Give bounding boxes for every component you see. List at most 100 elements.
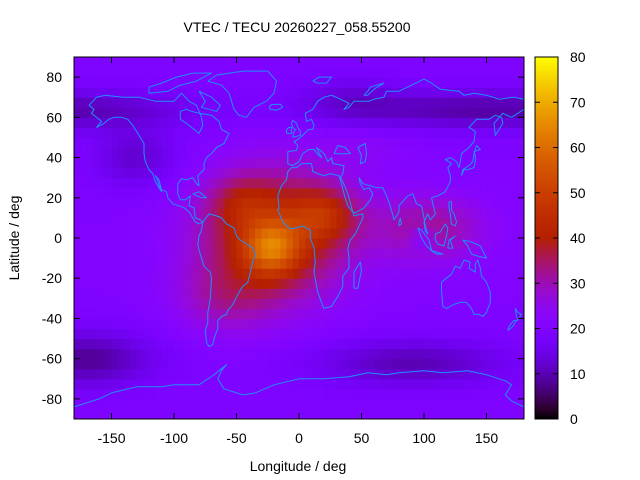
heatmap-cell xyxy=(399,87,406,98)
heatmap-cell xyxy=(117,147,125,159)
heatmap-cell xyxy=(174,388,181,400)
heatmap-cell xyxy=(492,217,500,229)
heatmap-cell xyxy=(480,137,488,149)
heatmap-cell xyxy=(224,358,231,370)
heatmap-cell xyxy=(311,408,319,419)
heatmap-cell xyxy=(342,338,350,350)
heatmap-cell xyxy=(474,197,481,209)
heatmap-cell xyxy=(442,167,450,179)
coastline-australia xyxy=(441,259,491,317)
heatmap-cell xyxy=(430,167,438,179)
heatmap-cell xyxy=(305,388,313,400)
heatmap-cell xyxy=(92,318,100,330)
heatmap-cell xyxy=(267,217,275,229)
heatmap-cell xyxy=(261,318,269,330)
heatmap-cell xyxy=(442,77,450,88)
heatmap-cell xyxy=(380,227,388,239)
heatmap-cell xyxy=(336,268,344,279)
heatmap-cell xyxy=(424,117,431,128)
heatmap-cell xyxy=(317,207,325,219)
heatmap-cell xyxy=(274,238,281,249)
heatmap-cell xyxy=(111,177,119,189)
heatmap-cell xyxy=(367,177,375,189)
heatmap-cell xyxy=(186,318,194,330)
heatmap-cell xyxy=(342,177,350,189)
heatmap-cell xyxy=(342,378,350,390)
heatmap-cell xyxy=(230,398,238,410)
heatmap-cell xyxy=(455,408,463,419)
heatmap-cell xyxy=(492,298,500,309)
heatmap-cell xyxy=(430,328,438,340)
heatmap-cell xyxy=(517,338,524,350)
heatmap-cell xyxy=(405,398,413,410)
heatmap-cell xyxy=(405,117,413,128)
heatmap-cell xyxy=(480,338,488,350)
heatmap-cell xyxy=(392,227,400,239)
heatmap-cell xyxy=(505,348,513,360)
heatmap-cell xyxy=(261,77,269,88)
heatmap-cell xyxy=(292,127,300,139)
heatmap-cell xyxy=(92,127,100,139)
heatmap-cell xyxy=(511,147,519,159)
heatmap-cell xyxy=(136,187,144,199)
heatmap-cell xyxy=(474,388,481,400)
heatmap-cell xyxy=(317,378,325,390)
heatmap-cell xyxy=(361,288,369,299)
heatmap-cell xyxy=(349,378,356,390)
heatmap-cell xyxy=(186,398,194,410)
heatmap-cell xyxy=(111,238,119,249)
heatmap-cell xyxy=(380,318,388,330)
heatmap-cell xyxy=(124,147,131,159)
heatmap-cell xyxy=(136,358,144,370)
heatmap-cell xyxy=(249,238,256,249)
heatmap-cell xyxy=(492,197,500,209)
heatmap-cell xyxy=(242,127,250,139)
y-tick-label: 0 xyxy=(54,230,62,246)
heatmap-cell xyxy=(286,207,294,219)
heatmap-cell xyxy=(511,117,519,128)
heatmap-cell xyxy=(161,117,169,128)
heatmap-cell xyxy=(130,147,138,159)
heatmap-cell xyxy=(411,238,419,249)
heatmap-cell xyxy=(211,388,219,400)
heatmap-cell xyxy=(267,308,275,320)
coastline-arctic-archipelago xyxy=(148,72,212,94)
heatmap-cell xyxy=(136,258,144,269)
heatmap-cell xyxy=(130,328,138,340)
heatmap-cell xyxy=(217,167,225,179)
heatmap-cell xyxy=(374,67,381,78)
heatmap-cell xyxy=(449,107,456,118)
heatmap-cell xyxy=(205,107,213,118)
heatmap-cell xyxy=(86,77,94,88)
heatmap-cell xyxy=(74,388,81,400)
heatmap-cell xyxy=(111,308,119,320)
heatmap-cell xyxy=(330,368,338,380)
heatmap-cell xyxy=(80,157,88,169)
heatmap-cell xyxy=(92,238,100,249)
heatmap-cell xyxy=(105,137,113,149)
heatmap-cell xyxy=(405,408,413,419)
heatmap-cell xyxy=(230,408,238,419)
coastline-borneo xyxy=(434,223,449,247)
heatmap-cell xyxy=(511,278,519,289)
heatmap-cell xyxy=(380,388,388,400)
heatmap-cell xyxy=(205,338,213,350)
heatmap-cell xyxy=(99,177,106,189)
heatmap-cell xyxy=(511,97,519,108)
heatmap-cell xyxy=(367,167,375,179)
heatmap-cell xyxy=(411,328,419,340)
heatmap-cell xyxy=(236,97,244,108)
heatmap-cell xyxy=(105,197,113,209)
heatmap-cell xyxy=(199,248,206,259)
heatmap-cell xyxy=(224,378,231,390)
heatmap-cell xyxy=(430,127,438,139)
heatmap-cell xyxy=(455,238,463,249)
heatmap-cell xyxy=(174,207,181,219)
heatmap-cell xyxy=(74,57,81,68)
heatmap-cell xyxy=(367,308,375,320)
heatmap-cell xyxy=(492,177,500,189)
heatmap-cell xyxy=(355,177,363,189)
heatmap-cell xyxy=(136,388,144,400)
heatmap-cell xyxy=(130,408,138,419)
heatmap-cell xyxy=(386,348,394,360)
